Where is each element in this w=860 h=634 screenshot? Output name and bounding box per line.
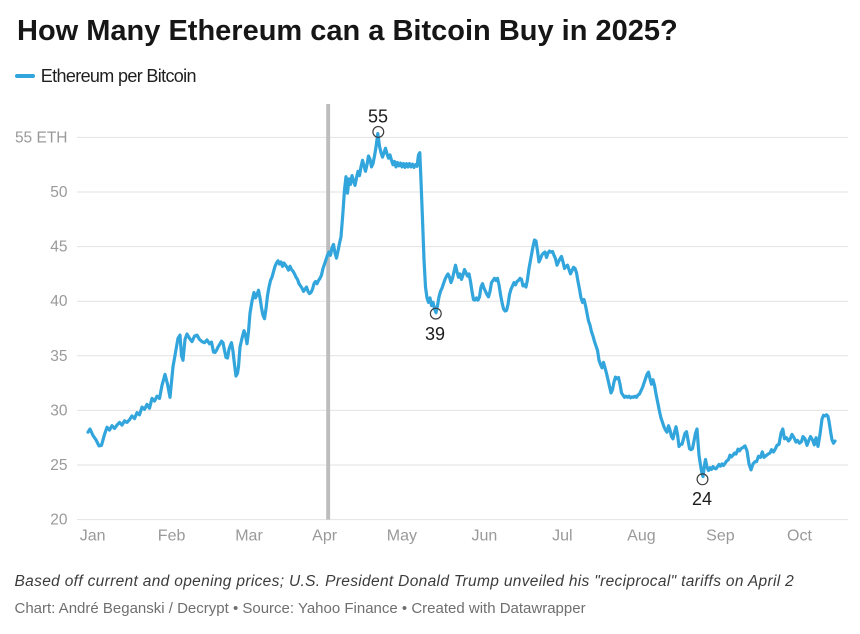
svg-text:Jul: Jul [552, 528, 572, 545]
svg-text:30: 30 [50, 402, 68, 419]
svg-text:Aug: Aug [627, 528, 655, 545]
svg-text:39: 39 [425, 324, 445, 344]
svg-text:55: 55 [368, 107, 388, 127]
svg-text:Sep: Sep [706, 528, 735, 545]
svg-text:20: 20 [50, 512, 68, 529]
svg-text:55 ETH: 55 ETH [15, 129, 68, 146]
svg-text:40: 40 [50, 293, 68, 310]
svg-text:35: 35 [50, 348, 67, 365]
svg-text:Feb: Feb [158, 528, 186, 545]
svg-text:Apr: Apr [312, 528, 338, 545]
svg-text:Jan: Jan [80, 528, 106, 545]
svg-text:Mar: Mar [235, 528, 263, 545]
svg-text:25: 25 [50, 457, 67, 474]
svg-text:May: May [387, 528, 417, 545]
svg-text:45: 45 [50, 239, 67, 256]
svg-text:50: 50 [50, 184, 68, 201]
svg-text:Oct: Oct [787, 528, 812, 545]
svg-text:Jun: Jun [472, 528, 498, 545]
svg-text:24: 24 [692, 489, 712, 509]
